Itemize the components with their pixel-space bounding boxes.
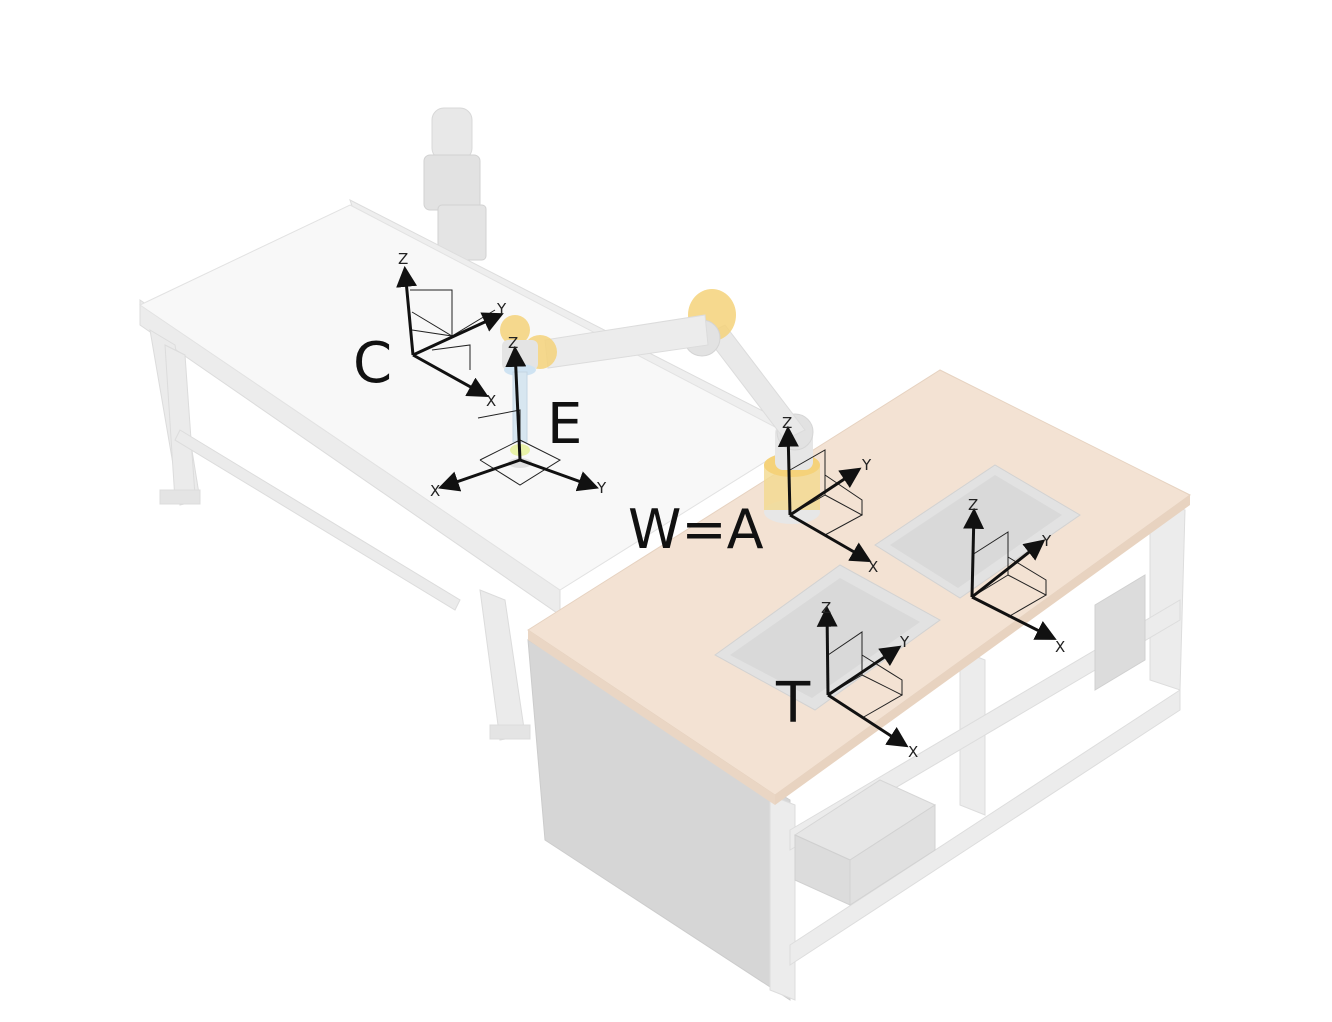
world-y-axis-label: Y (861, 456, 872, 474)
target-z-axis-label: Z (821, 599, 831, 617)
tray-x-axis-label: X (1055, 638, 1065, 656)
effector-y-axis-label: Y (596, 479, 607, 497)
effector-x-axis-label: X (430, 482, 440, 500)
conveyor-legs (149, 329, 531, 741)
frame-label-camera: C (353, 331, 392, 396)
frame-label-world: W=A (628, 498, 764, 561)
target-y-axis-label: Y (899, 633, 910, 651)
table-side-box (1094, 574, 1146, 691)
effector-z-axis-label: Z (508, 334, 518, 352)
conveyor-motor (423, 107, 487, 261)
camera-x-axis-label: X (486, 392, 496, 410)
frame-label-effector: E (547, 392, 582, 457)
target-x-axis-label: X (908, 743, 918, 761)
frame-target: Z Y X T (775, 599, 918, 761)
frame-camera: Z Y X C (353, 250, 507, 410)
world-x-axis-label: X (868, 558, 878, 576)
tray-z-axis-label: Z (968, 496, 978, 514)
tray-y-axis-label: Y (1041, 532, 1052, 550)
world-z-axis-label: Z (782, 414, 792, 432)
frame-effector: Z Y X E (430, 334, 607, 500)
storage-box (793, 779, 937, 906)
tray-well-back (874, 464, 1081, 599)
camera-z-axis-label: Z (398, 250, 408, 268)
table-top-edge (528, 630, 775, 805)
conveyor-belt (138, 204, 802, 591)
camera-y-axis-label: Y (496, 300, 507, 318)
frame-label-target: T (775, 671, 811, 736)
frame-tray: Z Y X (963, 496, 1065, 656)
frame-world: Z Y X W=A (628, 414, 878, 576)
robot-wrist (500, 315, 557, 370)
